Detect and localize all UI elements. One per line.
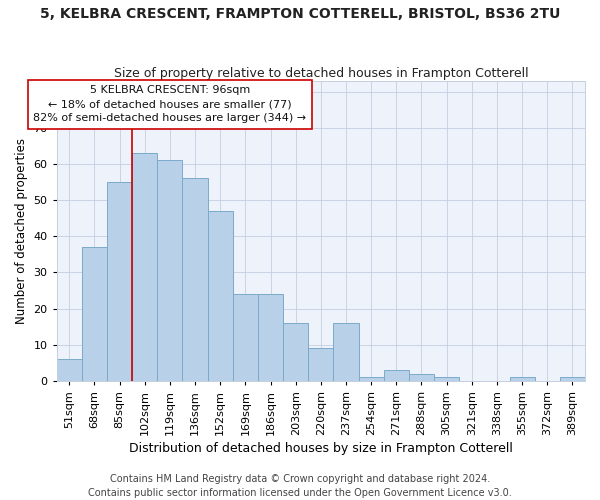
Bar [107,182,132,381]
Bar [258,294,283,381]
Bar [359,378,384,381]
Bar [182,178,208,381]
Bar [308,348,334,381]
Bar [157,160,182,381]
Bar [560,378,585,381]
Bar [509,378,535,381]
Y-axis label: Number of detached properties: Number of detached properties [15,138,28,324]
Bar [384,370,409,381]
Title: Size of property relative to detached houses in Frampton Cotterell: Size of property relative to detached ho… [113,66,528,80]
Text: 5, KELBRA CRESCENT, FRAMPTON COTTERELL, BRISTOL, BS36 2TU: 5, KELBRA CRESCENT, FRAMPTON COTTERELL, … [40,8,560,22]
Bar [132,153,157,381]
Bar [82,247,107,381]
Bar [233,294,258,381]
Bar [57,359,82,381]
X-axis label: Distribution of detached houses by size in Frampton Cotterell: Distribution of detached houses by size … [129,442,513,455]
Bar [283,323,308,381]
Text: Contains HM Land Registry data © Crown copyright and database right 2024.
Contai: Contains HM Land Registry data © Crown c… [88,474,512,498]
Bar [208,211,233,381]
Text: 5 KELBRA CRESCENT: 96sqm
← 18% of detached houses are smaller (77)
82% of semi-d: 5 KELBRA CRESCENT: 96sqm ← 18% of detach… [34,85,307,123]
Bar [409,374,434,381]
Bar [434,378,459,381]
Bar [334,323,359,381]
